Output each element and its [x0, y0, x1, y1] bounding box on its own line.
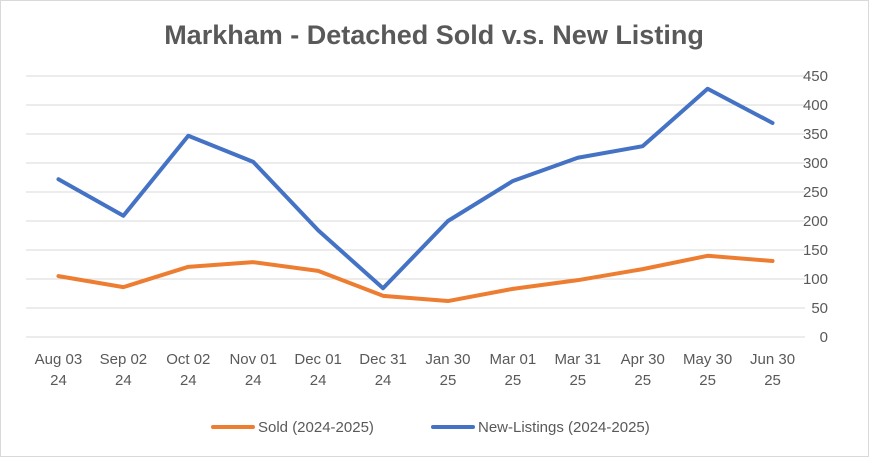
- y-tick-label: 150: [803, 242, 828, 259]
- x-tick-label: May 30: [683, 351, 732, 368]
- legend-label: Sold (2024-2025): [258, 419, 374, 436]
- x-tick-label: Dec 31: [359, 351, 407, 368]
- x-tick-label: 24: [310, 372, 327, 389]
- series-line-new-listings: [56, 86, 775, 291]
- x-tick-label: 24: [115, 372, 132, 389]
- x-tick-label: 25: [569, 372, 586, 389]
- y-tick-label: 250: [803, 184, 828, 201]
- y-tick-label: 450: [803, 68, 828, 85]
- y-tick-label: 300: [803, 155, 828, 172]
- x-tick-label: 24: [50, 372, 67, 389]
- series-line-sold: [56, 253, 775, 304]
- x-tick-label: Aug 03: [35, 351, 83, 368]
- x-tick-label: 24: [375, 372, 392, 389]
- x-tick-label: Jan 30: [425, 351, 470, 368]
- x-tick-label: 24: [180, 372, 197, 389]
- y-tick-label: 200: [803, 213, 828, 230]
- y-tick-label: 350: [803, 126, 828, 143]
- x-tick-label: Mar 31: [554, 351, 601, 368]
- legend-label: New-Listings (2024-2025): [478, 419, 650, 436]
- x-tick-label: 24: [245, 372, 262, 389]
- x-tick-label: Nov 01: [229, 351, 277, 368]
- y-tick-label: 0: [820, 329, 828, 346]
- x-tick-label: Apr 30: [621, 351, 665, 368]
- y-tick-label: 50: [811, 300, 828, 317]
- x-tick-label: Sep 02: [100, 351, 148, 368]
- x-tick-label: 25: [634, 372, 651, 389]
- x-tick-label: 25: [764, 372, 781, 389]
- x-tick-label: Mar 01: [490, 351, 537, 368]
- x-tick-label: 25: [440, 372, 457, 389]
- x-tick-label: Dec 01: [294, 351, 342, 368]
- x-tick-label: 25: [505, 372, 522, 389]
- x-tick-label: Jun 30: [750, 351, 795, 368]
- x-tick-label: 25: [699, 372, 716, 389]
- x-tick-label: Oct 02: [166, 351, 210, 368]
- y-tick-label: 400: [803, 97, 828, 114]
- chart-title: Markham - Detached Sold v.s. New Listing: [164, 20, 704, 50]
- y-tick-label: 100: [803, 271, 828, 288]
